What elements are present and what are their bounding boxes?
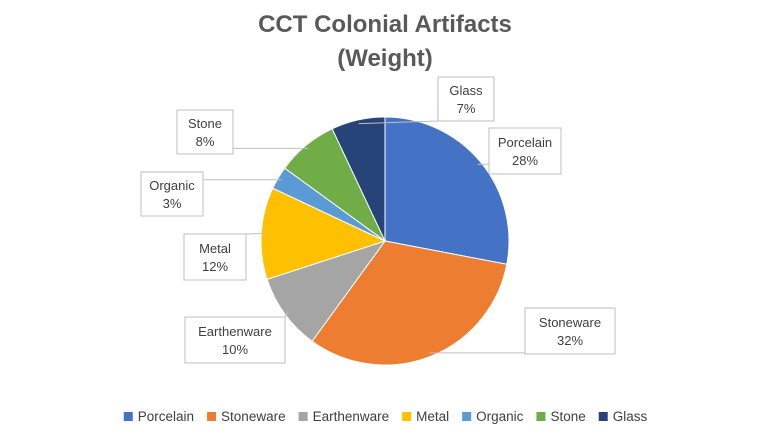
data-label-category-stoneware: Stoneware xyxy=(539,315,601,330)
data-label-category-earthenware: Earthenware xyxy=(198,324,272,339)
legend-label-stoneware: Stoneware xyxy=(221,409,286,424)
legend: Porcelain Stoneware Earthenware Metal Organi… xyxy=(123,409,648,424)
legend-swatch-organic xyxy=(462,412,472,421)
legend-label-organic: Organic xyxy=(476,409,524,424)
data-label-category-metal: Metal xyxy=(199,241,231,256)
legend-swatch-stone xyxy=(536,412,546,421)
legend-swatch-glass xyxy=(598,412,608,421)
data-label-value-earthenware: 10% xyxy=(222,342,248,357)
data-label-category-stone: Stone xyxy=(188,116,222,131)
pie-slice-glass xyxy=(331,116,386,242)
legend-swatch-metal xyxy=(402,412,412,421)
data-label-metal: Metal 12% xyxy=(183,232,265,281)
data-label-value-organic: 3% xyxy=(163,196,182,211)
data-label-value-stone: 8% xyxy=(196,134,215,149)
legend-item-porcelain: Porcelain xyxy=(123,409,194,424)
legend-item-stone: Stone xyxy=(536,409,586,424)
pie-slice-earthenware xyxy=(266,240,387,343)
data-label-callouts: Porcelain 28% Stoneware 32% Earthenware 10% Me… xyxy=(140,76,616,364)
legend-label-metal: Metal xyxy=(416,409,449,424)
legend-item-glass: Glass xyxy=(598,409,648,424)
legend-item-earthenware: Earthenware xyxy=(298,409,390,424)
legend-item-metal: Metal xyxy=(402,409,449,424)
data-label-box-glass xyxy=(437,76,495,122)
pie-slice-porcelain xyxy=(384,116,510,265)
pie-slices xyxy=(260,116,510,366)
data-label-organic: Organic 3% xyxy=(140,171,282,217)
data-label-value-stoneware: 32% xyxy=(557,333,583,348)
data-label-box-porcelain xyxy=(488,127,562,175)
data-label-porcelain: Porcelain 28% xyxy=(477,127,562,175)
pie-slice-stoneware xyxy=(311,240,508,366)
legend-swatch-earthenware xyxy=(298,412,308,421)
legend-label-stone: Stone xyxy=(550,409,585,424)
legend-label-porcelain: Porcelain xyxy=(138,409,194,424)
data-label-value-porcelain: 28% xyxy=(512,153,538,168)
data-label-category-glass: Glass xyxy=(449,83,483,98)
data-label-stone: Stone 8% xyxy=(176,109,309,155)
legend-label-earthenware: Earthenware xyxy=(313,409,390,424)
chart-title-line-2: (Weight) xyxy=(337,45,433,72)
data-label-box-stone xyxy=(176,109,234,155)
data-label-value-metal: 12% xyxy=(202,259,228,274)
data-label-stoneware: Stoneware 32% xyxy=(429,307,616,355)
chart-title-line-1: CCT Colonial Artifacts xyxy=(258,11,512,38)
legend-swatch-porcelain xyxy=(123,412,133,421)
leader-line-earthenware xyxy=(284,311,289,318)
data-label-value-glass: 7% xyxy=(457,101,476,116)
leader-line-metal xyxy=(245,232,265,235)
data-label-glass: Glass 7% xyxy=(358,76,495,125)
data-label-category-porcelain: Porcelain xyxy=(498,135,552,150)
data-label-box-organic xyxy=(140,171,204,217)
legend-item-organic: Organic xyxy=(462,409,524,424)
legend-item-stoneware: Stoneware xyxy=(207,409,286,424)
legend-label-glass: Glass xyxy=(613,409,648,424)
data-label-box-metal xyxy=(183,233,247,281)
leader-line-glass xyxy=(358,120,439,125)
data-label-box-stoneware xyxy=(524,307,616,355)
data-label-category-organic: Organic xyxy=(149,178,195,193)
data-label-earthenware: Earthenware 10% xyxy=(184,311,289,364)
data-label-box-earthenware xyxy=(184,316,286,364)
legend-swatch-stoneware xyxy=(207,412,217,421)
